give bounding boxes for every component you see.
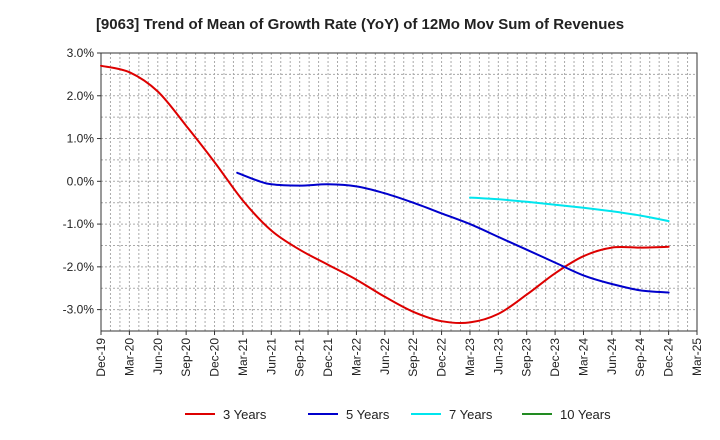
legend-label-7-years: 7 Years [449, 407, 493, 422]
x-tick-label: Jun-21 [264, 338, 278, 375]
y-tick-label: -2.0% [63, 260, 95, 274]
series-line-3-years [100, 64, 670, 325]
y-tick-label: -3.0% [63, 303, 95, 317]
x-tick-label: Mar-23 [463, 338, 477, 376]
x-tick-label: Dec-21 [321, 338, 335, 377]
x-tick-label: Dec-22 [435, 338, 449, 377]
plot-area [101, 53, 697, 331]
x-tick-label: Sep-22 [406, 338, 420, 377]
x-tick-label: Sep-24 [633, 338, 647, 377]
x-tick-label: Sep-20 [179, 338, 193, 377]
x-tick-label: Dec-19 [94, 338, 108, 377]
x-tick-label: Jun-23 [491, 338, 505, 375]
x-tick-label: Dec-20 [208, 338, 222, 377]
x-tick-label: Mar-20 [122, 338, 136, 376]
y-tick-label: 0.0% [67, 174, 95, 188]
legend-label-10-years: 10 Years [560, 407, 611, 422]
chart-title: [9063] Trend of Mean of Growth Rate (YoY… [95, 16, 625, 33]
x-tick-label: Jun-22 [378, 338, 392, 375]
x-tick-label: Mar-21 [236, 338, 250, 376]
plot-frame [100, 52, 698, 332]
x-tick-label: Dec-23 [548, 338, 562, 377]
x-tick-label: Sep-23 [520, 338, 534, 377]
y-tick-label: 2.0% [67, 89, 95, 103]
y-tick-label: -1.0% [63, 217, 95, 231]
x-tick-label: Mar-25 [690, 338, 704, 376]
series-line-5-years [236, 171, 670, 294]
series-line-7-years [469, 196, 670, 223]
x-tick-label: Sep-21 [293, 338, 307, 377]
legend-label-3-years: 3 Years [223, 407, 267, 422]
y-tick-label: 3.0% [67, 46, 95, 60]
x-tick-label: Jun-24 [605, 338, 619, 375]
y-tick-label: 1.0% [67, 132, 95, 146]
x-tick-label: Dec-24 [662, 338, 676, 377]
legend-label-5-years: 5 Years [346, 407, 390, 422]
x-tick-label: Mar-24 [576, 338, 590, 376]
x-tick-label: Mar-22 [349, 338, 363, 376]
x-tick-label: Jun-20 [151, 338, 165, 375]
